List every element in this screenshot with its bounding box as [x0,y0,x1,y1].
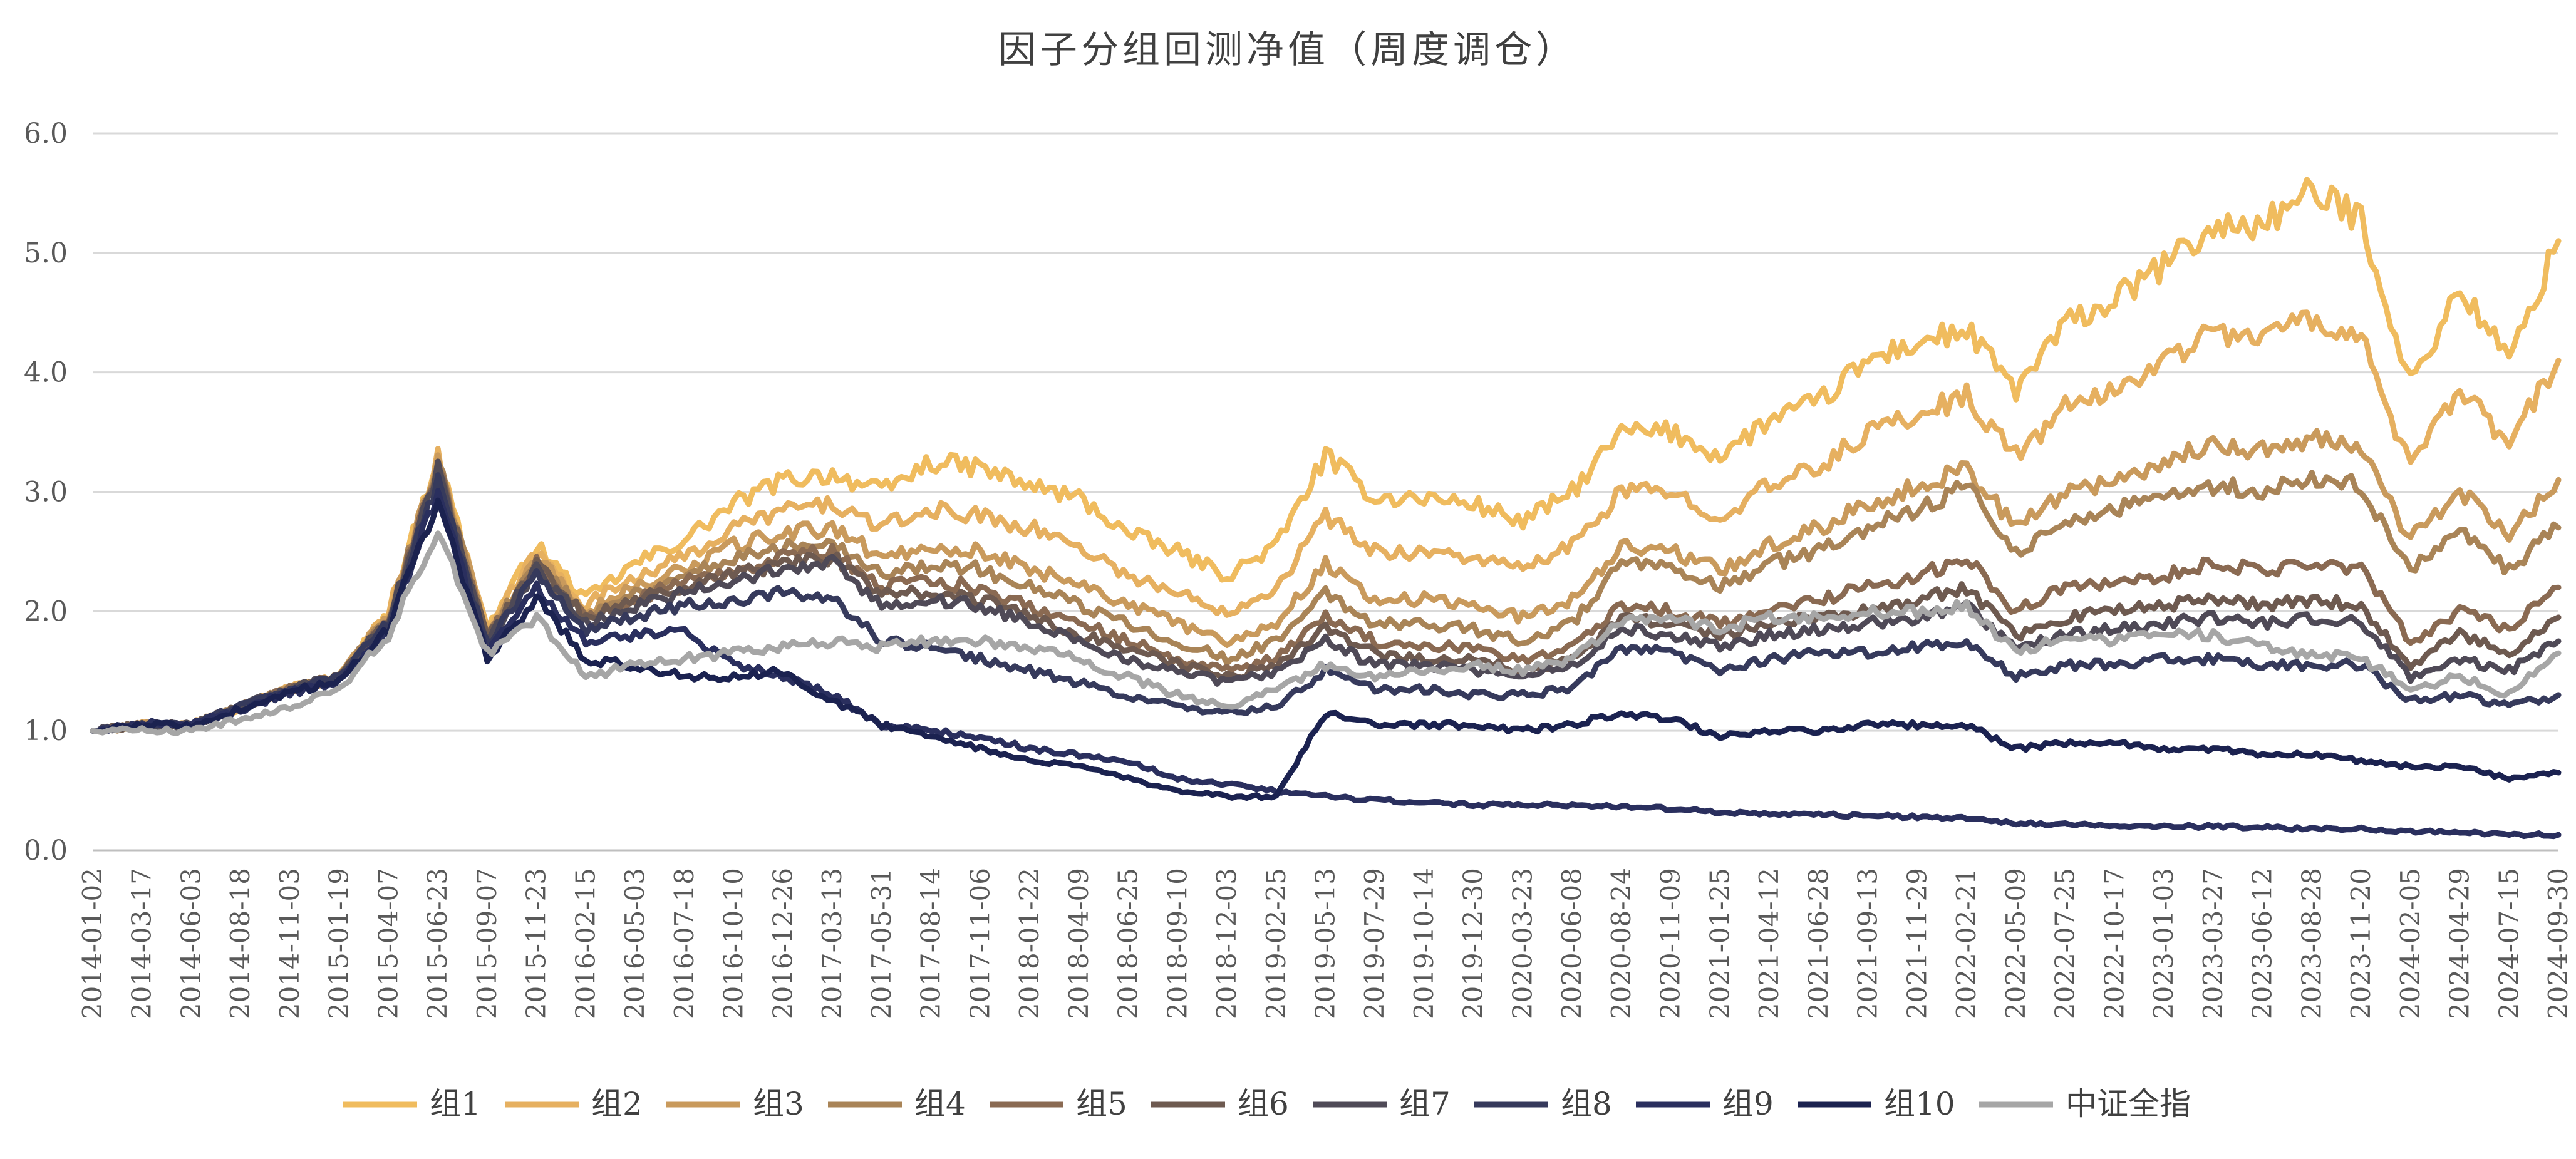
x-tick-label: 2019-07-29 [1359,868,1390,1019]
x-tick-label: 2020-08-24 [1606,868,1637,1019]
legend-label: 组10 [1884,1086,1955,1122]
series-line-11 [90,530,2562,736]
legend: 组1 组2 组3 组4 组5 组6 组7 组8 组9 组10 中证全指 [343,1086,2191,1122]
y-tick-label: 2.0 [24,595,68,627]
x-tick-label: 2022-10-17 [2099,868,2129,1019]
x-tick-label: 2019-05-13 [1310,868,1341,1019]
x-tick-label: 2018-04-09 [1063,868,1094,1019]
legend-label: 组8 [1561,1086,1612,1122]
x-tick-label: 2017-03-13 [817,868,847,1019]
x-tick-label: 2016-10-10 [718,868,749,1019]
x-tick-label: 2015-04-07 [373,868,403,1019]
x-tick-label: 2018-12-03 [1211,868,1242,1019]
x-tick-label: 2016-02-15 [570,868,601,1019]
x-tick-label: 2020-03-23 [1507,868,1538,1019]
x-tick-label: 2018-01-22 [1014,868,1045,1019]
series-line-10 [90,497,2562,801]
series-lines [90,177,2562,840]
y-tick-label: 3.0 [24,476,68,508]
legend-label: 中证全指 [2066,1086,2191,1122]
x-tick-label: 2024-02-05 [2395,868,2426,1019]
chart-title: 因子分组回测净值（周度调仓） [998,28,1577,72]
x-tick-label: 2021-04-12 [1754,868,1784,1019]
x-tick-label: 2021-11-29 [1901,868,1932,1019]
y-tick-label: 5.0 [24,237,68,269]
y-axis-ticks: 0.0 1.0 2.0 3.0 4.0 5.0 6.0 [24,118,68,867]
legend-label: 组6 [1238,1086,1289,1122]
legend-label: 组4 [914,1086,966,1122]
y-tick-label: 4.0 [24,357,68,389]
x-tick-label: 2016-07-18 [669,868,700,1019]
legend-label: 组5 [1076,1086,1127,1122]
x-tick-label: 2023-11-20 [2346,868,2376,1019]
x-tick-label: 2023-06-12 [2247,868,2278,1019]
x-tick-label: 2017-08-14 [916,868,946,1019]
x-tick-label: 2019-10-14 [1409,868,1439,1019]
legend-label: 组1 [430,1086,481,1122]
x-tick-label: 2017-05-31 [866,868,897,1019]
x-tick-label: 2020-11-09 [1655,868,1686,1019]
series-line-1 [90,177,2562,735]
x-tick-label: 2015-09-07 [472,868,502,1019]
x-tick-label: 2016-05-03 [619,868,650,1019]
x-tick-label: 2019-12-30 [1458,868,1489,1019]
x-tick-label: 2023-08-28 [2296,868,2327,1019]
x-tick-label: 2017-11-06 [965,868,995,1019]
x-tick-label: 2018-09-10 [1162,868,1192,1019]
x-tick-label: 2024-07-15 [2493,868,2524,1019]
x-tick-label: 2014-03-17 [127,868,157,1019]
x-tick-label: 2018-06-25 [1113,868,1144,1019]
x-tick-label: 2022-07-25 [2050,868,2081,1019]
x-tick-label: 2021-09-13 [1853,868,1883,1019]
x-tick-label: 2015-01-19 [324,868,354,1019]
y-tick-label: 0.0 [24,835,68,867]
x-tick-label: 2016-12-26 [767,868,798,1019]
x-tick-label: 2024-04-29 [2444,868,2475,1019]
x-tick-label: 2015-06-23 [422,868,453,1019]
x-axis-ticks: 2014-01-02 2014-03-17 2014-06-03 2014-08-18… [77,868,2573,1019]
x-tick-label: 2014-01-02 [77,868,108,1019]
legend-label: 组2 [591,1086,643,1122]
legend-label: 组9 [1722,1086,1774,1122]
x-tick-label: 2024-09-30 [2543,868,2573,1019]
series-line-9 [90,488,2562,840]
x-tick-label: 2023-01-03 [2148,868,2179,1019]
x-tick-label: 2021-06-28 [1803,868,1834,1019]
y-tick-label: 1.0 [24,715,68,747]
x-tick-label: 2022-05-09 [2000,868,2031,1019]
x-tick-label: 2022-02-21 [1951,868,1982,1019]
legend-label: 组3 [753,1086,804,1122]
x-tick-label: 2023-03-27 [2198,868,2228,1019]
x-tick-label: 2014-11-03 [274,868,305,1019]
y-tick-label: 6.0 [24,118,68,150]
x-tick-label: 2014-06-03 [175,868,206,1019]
x-tick-label: 2021-01-25 [1704,868,1735,1019]
x-tick-label: 2015-11-23 [521,868,552,1019]
x-tick-label: 2019-02-25 [1261,868,1291,1019]
legend-label: 组7 [1399,1086,1451,1122]
x-tick-label: 2020-06-08 [1556,868,1587,1019]
x-tick-label: 2014-08-18 [225,868,256,1019]
